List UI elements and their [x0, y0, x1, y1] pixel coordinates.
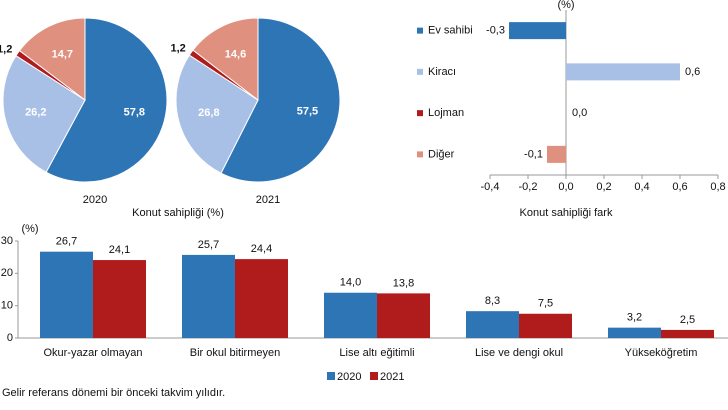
- slice-label: 14,6: [225, 48, 246, 60]
- slice-label: 14,7: [52, 48, 73, 60]
- bar: [547, 145, 566, 163]
- category-label: Lojman: [428, 107, 464, 119]
- value-label: 7,5: [538, 298, 553, 310]
- y-tick-label: 20: [1, 267, 13, 279]
- pie-year: 2020: [83, 194, 107, 206]
- bar: [519, 313, 572, 338]
- slice-label: 1,2: [0, 43, 12, 55]
- category-label: Diğer: [428, 148, 455, 160]
- unit-label: (%): [21, 223, 38, 235]
- bar: [566, 63, 680, 81]
- y-tick-label: 30: [1, 235, 13, 247]
- pie-slice: [192, 17, 259, 102]
- x-tick-label: 0,0: [558, 181, 573, 193]
- legend-label: 2021: [380, 371, 404, 383]
- category-label: Ev sahibi: [428, 25, 473, 37]
- x-tick-label: 0,8: [710, 181, 725, 193]
- value-label: 8,3: [485, 295, 500, 307]
- value-label: 24,4: [251, 243, 272, 255]
- slice-label: 57,8: [124, 106, 145, 118]
- legend-swatch: [417, 151, 423, 158]
- bar: [235, 259, 288, 338]
- slice-label: 26,2: [25, 107, 46, 119]
- bar: [509, 22, 566, 40]
- pie-year: 2021: [256, 194, 280, 206]
- legend-swatch: [417, 68, 423, 75]
- value-label: -0,1: [524, 148, 543, 160]
- value-label: -0,3: [486, 25, 505, 37]
- bar: [40, 251, 93, 338]
- pie-slice: [18, 17, 86, 102]
- pie-slice: [175, 54, 259, 174]
- value-label: 25,7: [198, 239, 219, 251]
- legend-swatch: [417, 110, 423, 117]
- legend-swatch: [370, 372, 378, 380]
- x-tick-label: Lise altı eğitimli: [339, 347, 414, 359]
- value-label: 13,8: [393, 277, 414, 289]
- x-tick-label: Bir okul bitirmeyen: [190, 347, 280, 359]
- x-tick-label: Yükseköğretim: [625, 347, 698, 359]
- value-label: 3,2: [627, 312, 642, 324]
- y-tick-label: 10: [1, 300, 13, 312]
- x-tick-label: Lise ve dengi okul: [475, 347, 563, 359]
- bar: [466, 311, 519, 338]
- x-tick-label: 0,6: [672, 181, 687, 193]
- legend-label: 2020: [337, 371, 361, 383]
- unit-label: (%): [557, 0, 574, 11]
- bar: [182, 254, 235, 338]
- bar: [661, 329, 714, 338]
- slice-label: 57,5: [297, 106, 318, 118]
- bar: [324, 292, 377, 338]
- y-tick-label: 0: [7, 332, 13, 344]
- x-tick-label: 0,4: [634, 181, 649, 193]
- bar: [93, 260, 146, 338]
- x-tick-label: -0,2: [519, 181, 538, 193]
- value-label: 2,5: [680, 314, 695, 326]
- bar: [377, 293, 430, 338]
- slice-label: 1,2: [170, 43, 185, 55]
- legend-swatch: [327, 372, 335, 380]
- category-label: Kiracı: [428, 66, 456, 78]
- x-tick-label: Okur-yazar olmayan: [43, 347, 142, 359]
- value-label: 0,6: [685, 66, 700, 78]
- pie-caption: Konut sahipliği (%): [132, 207, 224, 219]
- value-label: 26,7: [56, 236, 77, 248]
- slice-label: 26,8: [198, 107, 219, 119]
- x-axis-label: Konut sahipliği fark: [520, 207, 613, 219]
- value-label: 24,1: [109, 244, 130, 256]
- value-label: 14,0: [340, 277, 361, 289]
- legend-swatch: [417, 27, 423, 34]
- x-tick-label: 0,2: [596, 181, 611, 193]
- x-tick-label: -0,4: [481, 181, 500, 193]
- pie-slice: [2, 55, 86, 173]
- bar: [608, 327, 661, 338]
- pie-slice: [45, 17, 168, 183]
- footnote: Gelir referans dönemi bir önceki takvim …: [2, 387, 225, 399]
- pie-slice: [220, 17, 341, 183]
- value-label: 0,0: [572, 107, 587, 119]
